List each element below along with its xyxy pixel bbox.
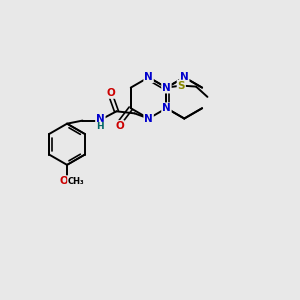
Text: N: N xyxy=(144,72,153,82)
Text: CH₃: CH₃ xyxy=(68,177,85,186)
Text: H: H xyxy=(97,122,104,131)
Text: N: N xyxy=(162,82,171,93)
Text: S: S xyxy=(178,81,185,91)
Text: N: N xyxy=(144,113,153,124)
Text: N: N xyxy=(162,103,171,113)
Text: O: O xyxy=(59,176,68,186)
Text: O: O xyxy=(115,121,124,131)
Text: N: N xyxy=(180,72,189,82)
Text: O: O xyxy=(106,88,115,98)
Text: N: N xyxy=(96,114,105,124)
